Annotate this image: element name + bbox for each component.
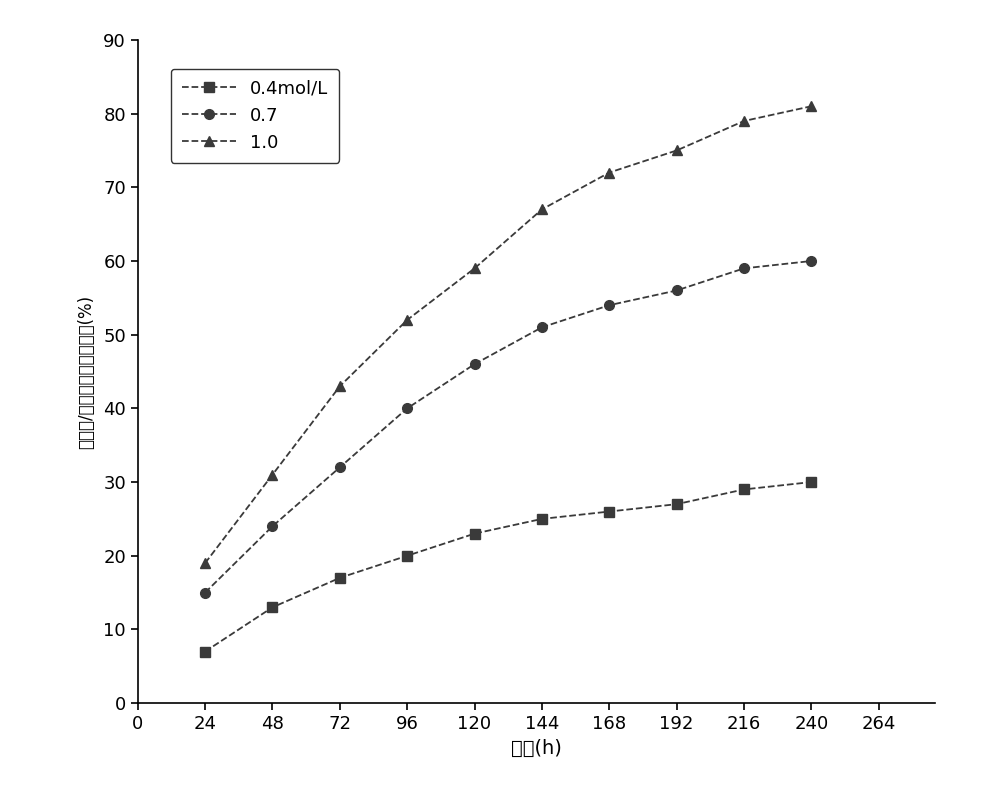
Line: 0.7: 0.7 <box>201 256 816 598</box>
0.7 <box>267 522 278 531</box>
1.0 <box>536 205 548 214</box>
0.4mol/L <box>468 529 480 539</box>
0.7 <box>199 588 211 598</box>
1.0 <box>401 315 413 324</box>
0.4mol/L <box>738 485 750 495</box>
0.4mol/L <box>806 477 818 487</box>
1.0 <box>199 559 211 568</box>
0.7 <box>806 256 818 266</box>
0.4mol/L <box>334 573 345 582</box>
0.7 <box>536 323 548 332</box>
0.4mol/L <box>401 551 413 561</box>
1.0 <box>671 145 683 155</box>
0.7 <box>603 300 615 310</box>
0.7 <box>334 463 345 472</box>
1.0 <box>738 116 750 125</box>
0.7 <box>401 403 413 413</box>
1.0 <box>267 470 278 479</box>
Line: 0.4mol/L: 0.4mol/L <box>201 477 816 657</box>
X-axis label: 时间(h): 时间(h) <box>511 738 562 757</box>
0.4mol/L <box>671 499 683 509</box>
1.0 <box>334 381 345 391</box>
1.0 <box>806 101 818 111</box>
0.4mol/L <box>603 507 615 516</box>
Legend: 0.4mol/L, 0.7, 1.0: 0.4mol/L, 0.7, 1.0 <box>170 69 339 162</box>
0.4mol/L <box>536 514 548 523</box>
0.7 <box>671 286 683 296</box>
1.0 <box>468 264 480 273</box>
0.4mol/L <box>267 602 278 612</box>
0.7 <box>468 360 480 369</box>
0.7 <box>738 264 750 273</box>
1.0 <box>603 168 615 177</box>
Y-axis label: 麦秸粉/聚乳酸线材降解质量(%): 麦秸粉/聚乳酸线材降解质量(%) <box>77 295 94 448</box>
0.4mol/L <box>199 646 211 656</box>
Line: 1.0: 1.0 <box>201 101 816 568</box>
